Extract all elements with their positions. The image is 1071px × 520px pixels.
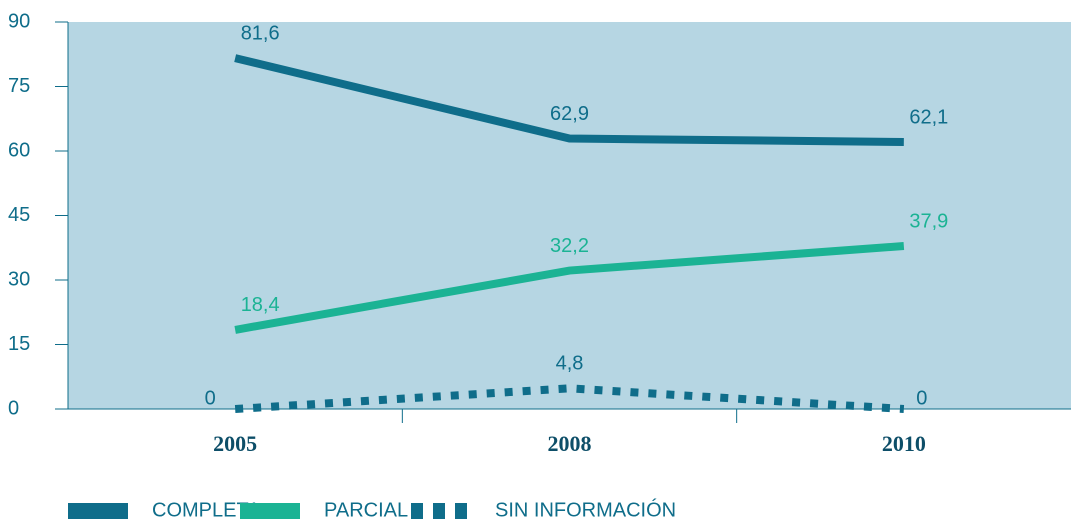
legend-label: SIN INFORMACIÓN [495,498,676,520]
data-label: 18,4 [241,294,280,316]
y-tick-label: 45 [8,204,30,226]
legend-swatch [433,503,445,519]
x-tick-label: 2005 [213,431,257,456]
series-line [234,242,905,334]
legend-label: PARCIAL [324,499,408,520]
legend-label: COMPLETA [152,499,261,520]
y-tick-label: 0 [8,397,19,419]
data-label: 62,1 [909,106,948,128]
legend-swatch [68,503,128,519]
data-label: 81,6 [241,22,280,44]
y-tick-label: 15 [8,333,30,355]
data-label: 4,8 [556,353,584,375]
plot-area [68,22,1071,409]
data-label: 62,9 [550,103,589,125]
data-label: 37,9 [909,210,948,232]
y-tick-label: 60 [8,139,30,161]
legend-swatch [240,503,300,519]
y-tick-label: 30 [8,268,30,290]
data-label: 32,2 [550,235,589,257]
series-line [234,384,905,413]
data-label: 0 [916,387,927,409]
series-line [234,54,904,146]
y-tick-label: 75 [8,75,30,97]
x-tick-label: 2010 [882,431,926,456]
legend-swatch [411,503,423,519]
data-label: 0 [205,387,216,409]
x-tick-label: 2008 [548,431,592,456]
y-tick-label: 90 [8,10,30,32]
legend-swatch [455,503,467,519]
